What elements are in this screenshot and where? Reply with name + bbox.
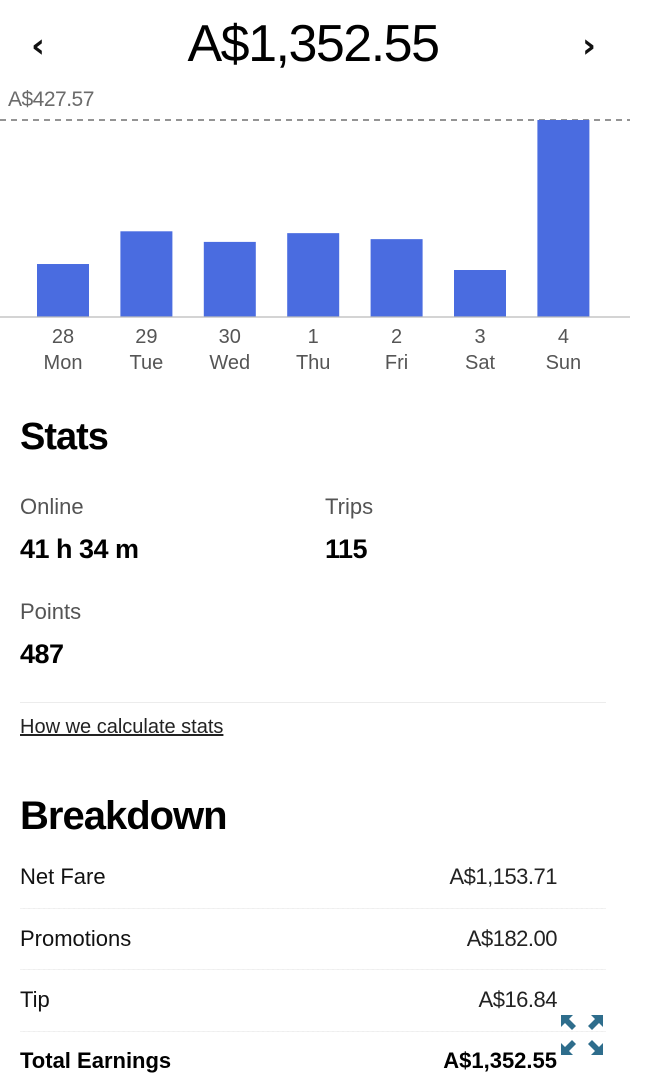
points-label: Points <box>20 599 82 624</box>
stats-divider <box>20 702 606 703</box>
x-tick-day: 28 <box>52 326 74 348</box>
bar-sun[interactable] <box>537 120 590 317</box>
breakdown-row-tip: Tip A$16.84 <box>20 974 558 1026</box>
x-tick-day: 30 <box>219 326 241 348</box>
trips-label: Trips <box>325 494 374 519</box>
breakdown-row-amount: A$182.00 <box>466 926 558 951</box>
stats-title: Stats <box>20 416 109 458</box>
row-divider <box>20 1031 606 1032</box>
points-value: 487 <box>20 639 64 669</box>
row-divider <box>20 969 606 970</box>
bar-fri[interactable] <box>370 239 423 317</box>
breakdown-row-promotions: Promotions A$182.00 <box>20 913 558 965</box>
weekly-total: A$1,352.55 <box>187 15 440 73</box>
online-value: 41 h 34 m <box>20 534 139 564</box>
x-tick-day: 1 <box>308 326 319 348</box>
x-tick-weekday: Sun <box>546 352 582 374</box>
how-we-calculate-stats-link[interactable]: How we calculate stats <box>20 716 224 738</box>
breakdown-row-amount: A$1,153.71 <box>449 864 557 889</box>
x-tick-weekday: Mon <box>44 352 83 374</box>
total-earnings-label: Total Earnings <box>20 1048 172 1073</box>
bar-mon[interactable] <box>37 264 89 317</box>
x-tick-weekday: Tue <box>130 352 164 374</box>
x-tick-weekday: Sat <box>465 352 495 374</box>
x-tick-weekday: Wed <box>209 352 250 374</box>
bar-tue[interactable] <box>120 231 173 317</box>
x-tick-day: 4 <box>558 326 569 348</box>
x-tick-day: 3 <box>474 326 485 348</box>
breakdown-row-label: Tip <box>20 987 50 1012</box>
total-earnings-amount: A$1,352.55 <box>443 1048 557 1073</box>
bar-sat[interactable] <box>454 270 506 317</box>
earnings-bar-chart: 28 Mon 29 Tue 30 Wed 1 Thu 2 Fri 3 Sat 4 Sun <box>0 119 630 374</box>
bar-thu[interactable] <box>287 233 340 317</box>
breakdown-row-label: Net Fare <box>20 864 106 889</box>
expand-arrows-icon[interactable] <box>558 1012 606 1058</box>
online-label: Online <box>20 494 84 519</box>
breakdown-row-label: Promotions <box>20 926 132 951</box>
row-divider <box>20 908 606 909</box>
x-tick-weekday: Fri <box>385 352 408 374</box>
trips-value: 115 <box>325 534 368 564</box>
x-tick-weekday: Thu <box>296 352 330 374</box>
previous-week-button[interactable]: ‹ <box>30 26 45 66</box>
breakdown-title: Breakdown <box>20 794 228 838</box>
next-week-button[interactable]: › <box>581 26 596 66</box>
x-tick-day: 29 <box>135 326 157 348</box>
chart-max-label: A$427.57 <box>8 88 94 111</box>
bar-wed[interactable] <box>203 241 256 317</box>
breakdown-row-amount: A$16.84 <box>478 987 558 1012</box>
breakdown-row-total: Total Earnings A$1,352.55 <box>20 1035 557 1086</box>
x-tick-day: 2 <box>391 326 402 348</box>
breakdown-row-net-fare: Net Fare A$1,153.71 <box>20 851 557 903</box>
